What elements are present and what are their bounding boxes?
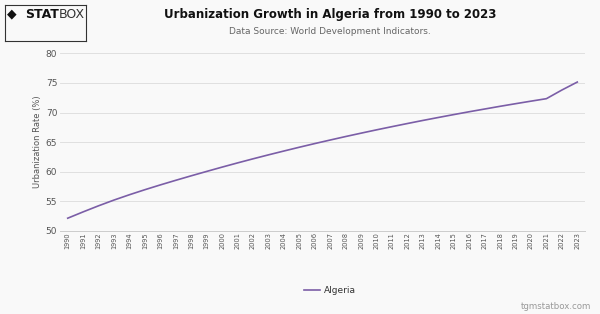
Text: BOX: BOX (59, 8, 85, 21)
Text: Data Source: World Development Indicators.: Data Source: World Development Indicator… (229, 27, 431, 36)
Text: STAT: STAT (25, 8, 59, 21)
Text: tgmstatbox.com: tgmstatbox.com (521, 302, 591, 311)
Y-axis label: Urbanization Rate (%): Urbanization Rate (%) (32, 96, 41, 188)
Text: Urbanization Growth in Algeria from 1990 to 2023: Urbanization Growth in Algeria from 1990… (164, 8, 496, 21)
Legend: Algeria: Algeria (300, 282, 360, 299)
Text: ◆: ◆ (7, 8, 17, 21)
